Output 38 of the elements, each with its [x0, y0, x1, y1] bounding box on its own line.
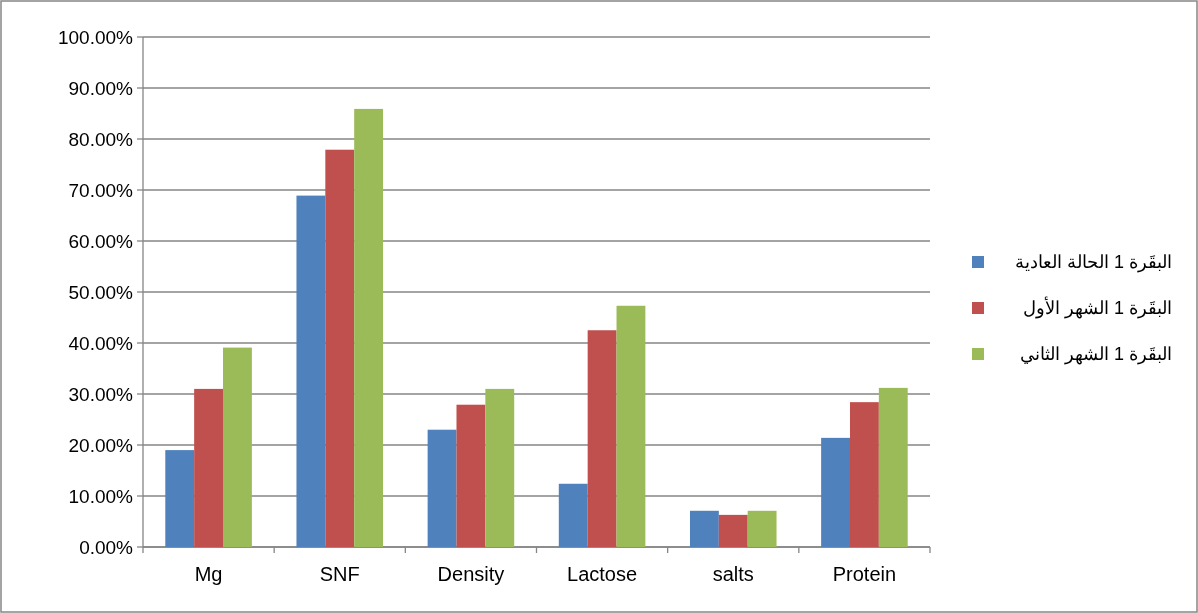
bar: [747, 510, 777, 547]
y-tick-label: 70.00%: [68, 179, 134, 201]
x-tick-label: Lactose: [567, 563, 638, 585]
y-tick-label: 90.00%: [68, 77, 134, 99]
bar: [456, 404, 486, 547]
y-tick-label: 10.00%: [68, 485, 134, 507]
bar: [558, 483, 588, 547]
bar: [849, 402, 879, 547]
legend-label: البقَرة 1 الشهر الثاني: [1019, 344, 1172, 365]
bar: [587, 330, 617, 547]
y-tick-label: 30.00%: [68, 383, 134, 405]
bar: [194, 388, 224, 547]
bar: [616, 305, 646, 547]
bar: [821, 437, 850, 547]
bar: [718, 514, 748, 547]
bar: [485, 388, 515, 547]
y-tick-label: 50.00%: [68, 281, 134, 303]
y-tick-label: 0.00%: [79, 536, 134, 558]
legend-label: البقَرة 1 الحالة العادية: [1014, 252, 1172, 273]
x-tick-label: Mg: [194, 563, 223, 585]
x-tick-label: Protein: [832, 563, 897, 585]
x-tick-label: Density: [437, 563, 505, 585]
bar: [427, 429, 457, 547]
y-tick-label: 20.00%: [68, 434, 134, 456]
bar: [325, 149, 355, 547]
legend-label: البقَرة 1 الشهر الأول: [1022, 296, 1172, 319]
x-tick-label: salts: [712, 563, 754, 585]
y-tick-label: 100.00%: [57, 26, 134, 48]
bar: [689, 510, 719, 547]
bar: [878, 387, 908, 547]
bar: [354, 108, 384, 547]
bar: [296, 195, 326, 547]
y-tick-label: 80.00%: [68, 128, 134, 150]
bar: [165, 450, 195, 547]
y-tick-label: 40.00%: [68, 332, 134, 354]
y-tick-label: 60.00%: [68, 230, 134, 252]
bar: [223, 347, 252, 547]
x-tick-label: SNF: [319, 563, 360, 585]
